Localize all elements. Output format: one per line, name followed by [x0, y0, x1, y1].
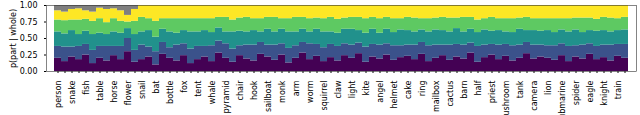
svg-text:fish: fish [82, 81, 91, 95]
svg-text:angel: angel [376, 81, 385, 103]
svg-text:0.50: 0.50 [20, 34, 38, 43]
svg-text:ring: ring [418, 81, 427, 97]
svg-text:eagle: eagle [586, 80, 595, 102]
svg-text:knight: knight [600, 81, 609, 106]
svg-text:cake: cake [404, 80, 413, 99]
svg-text:worm: worm [306, 80, 315, 103]
svg-text:submarine: submarine [558, 80, 567, 115]
svg-text:tank: tank [516, 80, 525, 98]
svg-text:camera: camera [530, 80, 539, 110]
svg-text:lion: lion [544, 81, 553, 95]
svg-text:bottle: bottle [166, 80, 175, 103]
svg-text:mushroom: mushroom [502, 80, 511, 115]
svg-text:1.00: 1.00 [20, 1, 38, 10]
svg-text:train: train [614, 81, 623, 100]
svg-text:tent: tent [194, 81, 203, 97]
svg-text:arm: arm [292, 80, 301, 96]
svg-text:bat: bat [152, 81, 161, 94]
svg-text:squirrel: squirrel [320, 81, 329, 111]
svg-text:cactus: cactus [446, 81, 455, 107]
svg-text:table: table [96, 80, 105, 100]
svg-text:p(part | whole): p(part | whole) [9, 9, 18, 68]
svg-text:helmet: helmet [390, 81, 399, 109]
svg-text:pyramid: pyramid [222, 81, 231, 114]
svg-text:kite: kite [362, 80, 371, 95]
svg-text:0.75: 0.75 [20, 18, 38, 27]
svg-text:0.25: 0.25 [20, 51, 38, 60]
svg-text:hook: hook [250, 80, 259, 100]
svg-text:half: half [474, 80, 483, 95]
svg-text:snail: snail [138, 81, 147, 100]
svg-text:barn: barn [460, 81, 469, 99]
svg-text:spider: spider [572, 80, 581, 105]
svg-text:flower: flower [124, 80, 133, 105]
svg-text:claw: claw [334, 80, 343, 99]
svg-text:monk: monk [278, 80, 287, 103]
svg-text:mailbox: mailbox [432, 80, 441, 112]
svg-text:sailboat: sailboat [264, 81, 273, 113]
svg-text:light: light [348, 81, 357, 99]
svg-text:whale: whale [208, 80, 217, 104]
svg-text:horse: horse [110, 80, 119, 102]
svg-text:person: person [54, 81, 63, 108]
svg-text:priest: priest [488, 81, 497, 104]
svg-text:snake: snake [68, 80, 77, 103]
svg-text:fox: fox [180, 80, 189, 92]
svg-text:0.00: 0.00 [20, 67, 38, 76]
svg-text:chair: chair [236, 80, 245, 101]
